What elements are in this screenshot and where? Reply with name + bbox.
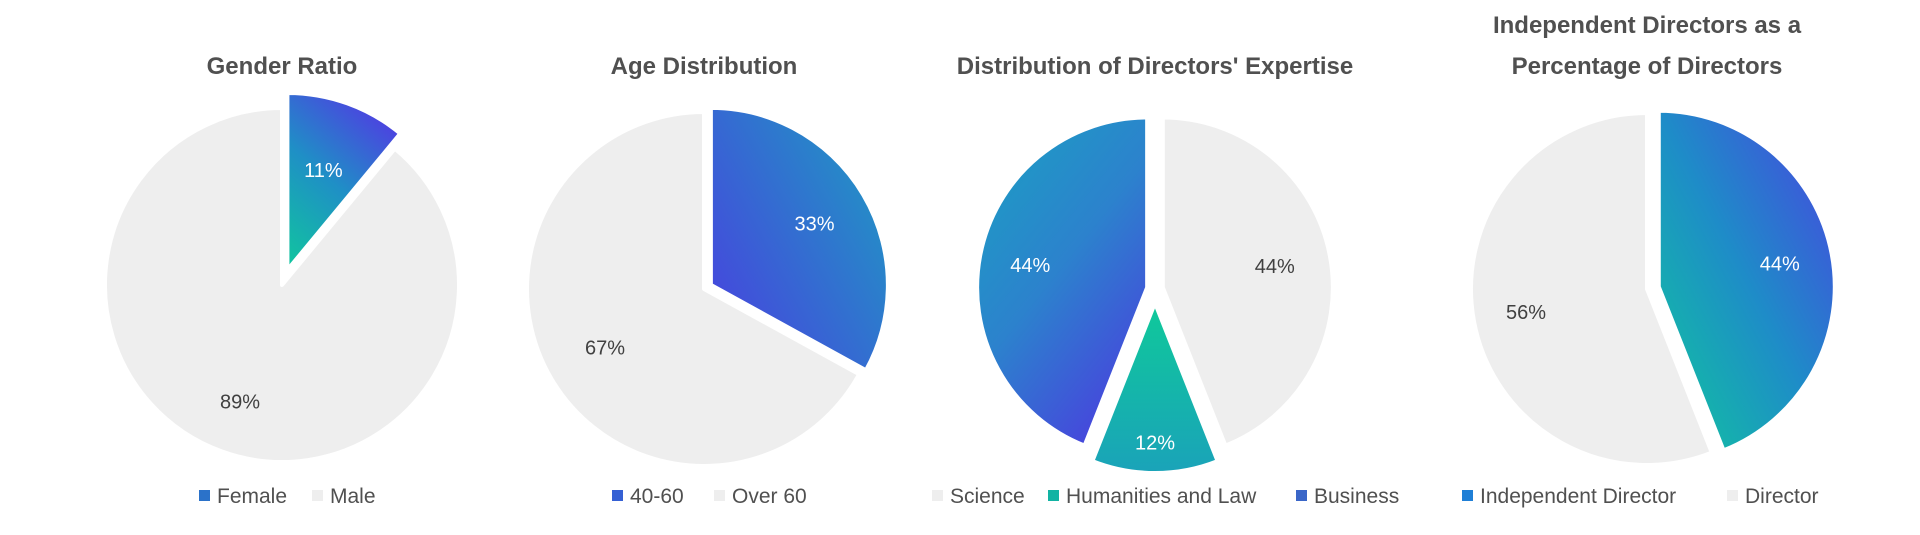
data-label: 44% [1010,255,1050,277]
data-label: 44% [1760,254,1800,276]
pie-slice-independent-director [1656,108,1837,453]
legend-label: Business [1314,485,1399,508]
chart-title: Percentage of Directors [1512,53,1783,80]
pie-slice-male [103,106,461,464]
data-label: 44% [1255,256,1295,278]
legend-item: Female [199,485,287,508]
legend-label: Male [330,485,376,508]
legend-label: Over 60 [732,485,807,508]
legend-item: Humanities and Law [1048,485,1257,508]
legend-swatch [1727,490,1738,501]
data-label: 89% [220,392,260,414]
legend-label: Director [1745,485,1819,508]
legend-swatch [932,490,943,501]
chart-title: Distribution of Directors' Expertise [957,53,1353,80]
data-label: 12% [1135,432,1175,454]
legend-swatch [1462,490,1473,501]
legend-item: Science [932,485,1025,508]
legend-swatch [1048,490,1059,501]
pie-slice-humanities-and-law [1090,301,1220,475]
pie-slice-female [285,90,403,272]
pie-chart-1: Gender Ratio 11% 89% Female Male [103,53,461,508]
pie-slice-40-60 [708,105,890,373]
legend-item: Independent Director [1462,485,1676,508]
legend-item: Business [1296,485,1399,508]
legend-swatch [199,490,210,501]
legend-item: 40-60 [612,485,684,508]
data-label: 67% [585,338,625,360]
data-label: 56% [1506,302,1546,324]
legend-label: Female [217,485,287,508]
legend-item: Director [1727,485,1819,508]
chart-title: Age Distribution [611,53,798,80]
chart-title: Independent Directors as a [1493,12,1802,39]
legend-label: Humanities and Law [1066,485,1257,508]
pie-chart-2: Age Distribution 33% 67% 40-60 Over 60 [525,53,890,508]
pie-slice-science [1160,115,1335,448]
legend-label: Science [950,485,1025,508]
pie-slice-over-60 [525,110,862,468]
pie-slice-business [975,115,1150,448]
chart-title: Gender Ratio [207,53,358,80]
legend-item: Male [312,485,376,508]
legend-swatch [312,490,323,501]
legend-label: Independent Director [1480,485,1676,508]
data-label: 33% [794,214,834,236]
data-label: 11% [304,160,343,182]
legend-swatch [612,490,623,501]
legend-label: 40-60 [630,485,684,508]
pie-slice-director [1469,111,1714,467]
pie-chart-3: Distribution of Directors' Expertise 44% 1… [932,53,1399,508]
legend-item: Over 60 [714,485,807,508]
pie-chart-4: Independent Directors as a Percentage of … [1462,12,1837,508]
legend-swatch [1296,490,1307,501]
legend-swatch [714,490,725,501]
